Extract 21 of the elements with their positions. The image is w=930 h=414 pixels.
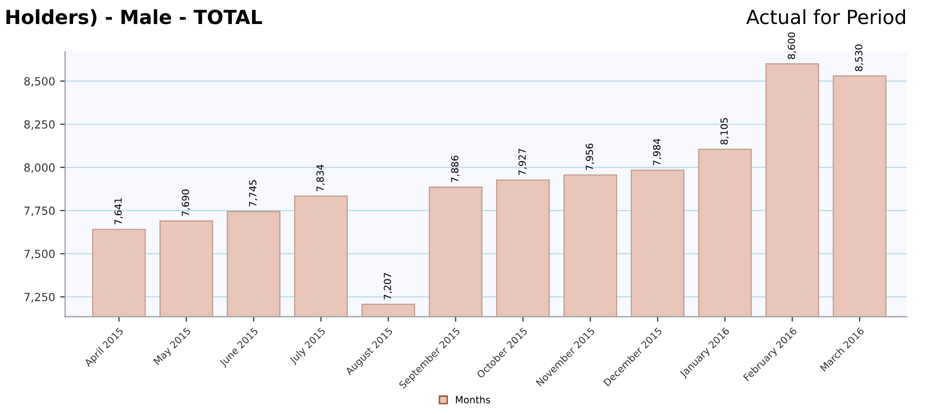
data-label: 7,927 bbox=[518, 148, 527, 176]
data-label: 8,530 bbox=[855, 44, 864, 72]
data-label: 7,690 bbox=[182, 190, 190, 216]
y-tick-label: 7,500 bbox=[24, 250, 55, 260]
data-label: 7,641 bbox=[114, 198, 123, 224]
data-label: 7,984 bbox=[653, 138, 662, 166]
y-tick-label: 8,250 bbox=[24, 120, 55, 130]
y-tick-label: 8,000 bbox=[24, 163, 55, 173]
data-label: 7,207 bbox=[384, 273, 392, 300]
y-tick-label: 7,250 bbox=[24, 292, 55, 302]
data-label: 8,105 bbox=[720, 118, 729, 144]
data-label: 8,600 bbox=[788, 32, 796, 60]
chart-title: Holders) - Male - TOTAL bbox=[6, 9, 262, 27]
data-label: 7,834 bbox=[316, 164, 325, 192]
data-label: 7,956 bbox=[586, 144, 594, 170]
data-label: 7,745 bbox=[249, 180, 258, 206]
y-tick-label: 7,750 bbox=[24, 206, 55, 216]
y-tick-label: 8,500 bbox=[24, 77, 55, 87]
legend-label: Months bbox=[456, 396, 490, 404]
data-label: 7,886 bbox=[451, 156, 460, 182]
chart-subtitle: Actual for Period bbox=[746, 9, 905, 24]
